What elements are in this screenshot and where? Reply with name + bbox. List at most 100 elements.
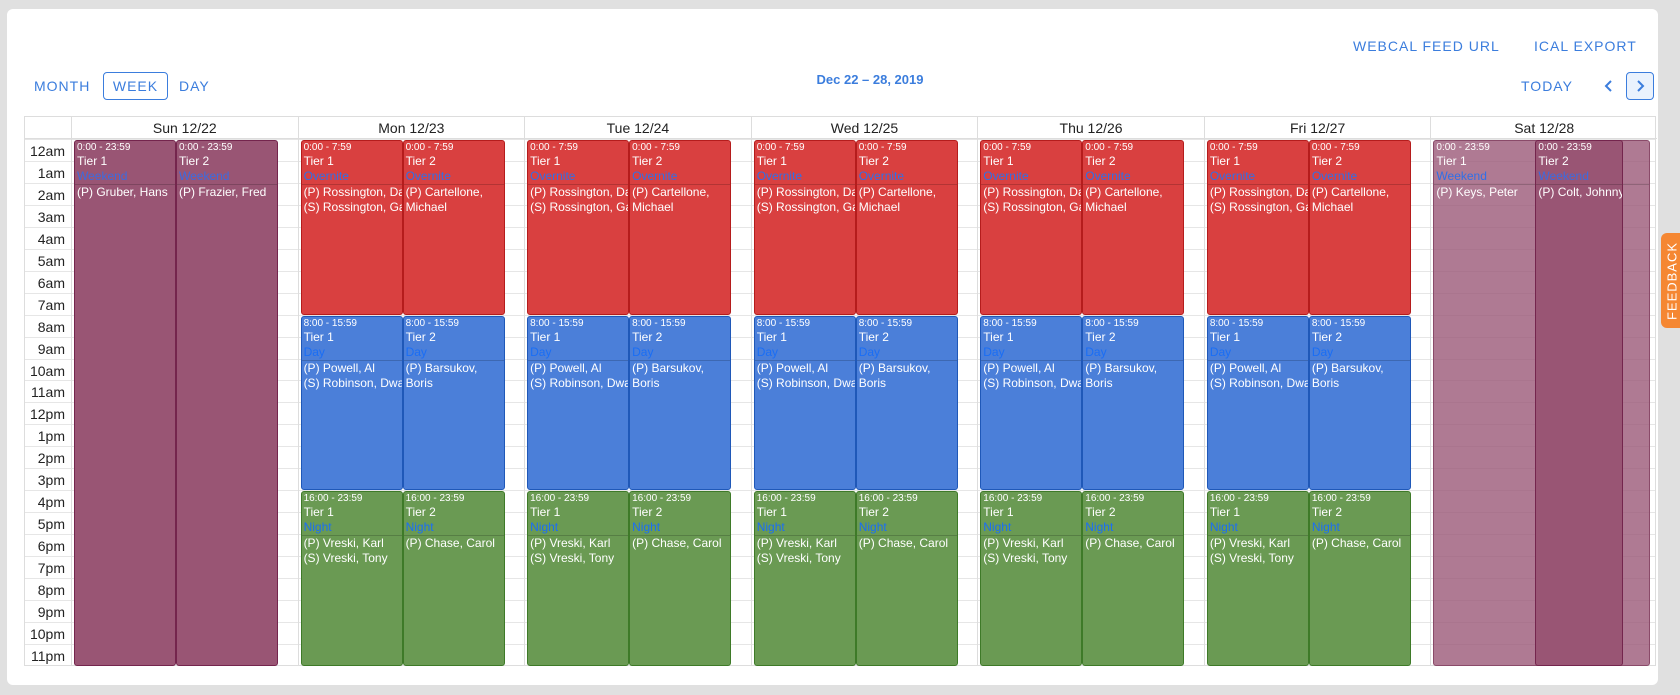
shift-event[interactable]: 8:00 - 15:59 Tier 2 Day (P) Barsukov, Boris [1308, 315, 1411, 491]
shift-people: (P) Barsukov, Boris [405, 360, 478, 390]
shift-people: (P) Vreski, Karl (S) Vreski, Tony [983, 536, 1068, 566]
shift-event[interactable]: 8:00 - 15:59 Tier 2 Day (P) Barsukov, Boris [402, 315, 505, 491]
shift-name: Overnite [1083, 168, 1184, 185]
shift-event[interactable]: 0:00 - 7:59 Tier 2 Overnite (P) Cartellone,… [1308, 140, 1411, 315]
shift-event[interactable]: 16:00 - 23:59 Tier 1 Night (P) Vreski, Karl… [980, 491, 1083, 666]
shift-event[interactable]: 0:00 - 7:59 Tier 1 Overnite (P) Rossington,… [1206, 140, 1309, 315]
shift-event[interactable]: 8:00 - 15:59 Tier 1 Day (P) Powell, Al (S) … [753, 315, 856, 491]
shift-event[interactable]: 0:00 - 7:59 Tier 1 Overnite (P) Rossington,… [980, 140, 1083, 315]
shift-event[interactable]: 16:00 - 23:59 Tier 1 Night (P) Vreski, Karl… [300, 491, 403, 666]
shift-event[interactable]: 0:00 - 7:59 Tier 2 Overnite (P) Cartellone,… [855, 140, 958, 315]
shift-people: (P) Rossington, Da (S) Rossington, Ga [983, 185, 1081, 214]
shift-tier: Tier 1 [756, 329, 787, 344]
shift-name: Day [754, 344, 855, 361]
time-label: 12pm [25, 402, 71, 424]
shift-event[interactable]: 0:00 - 7:59 Tier 2 Overnite (P) Cartellone,… [402, 140, 505, 315]
day-header: Tue 12/24 [524, 117, 751, 139]
shift-tier: Tier 2 [1085, 505, 1116, 520]
shift-event[interactable]: 8:00 - 15:59 Tier 2 Day (P) Barsukov, Boris [855, 315, 958, 491]
shift-tier: Tier 1 [1436, 154, 1467, 168]
header-corner [25, 117, 71, 139]
shift-event[interactable]: 0:00 - 7:59 Tier 2 Overnite (P) Cartellone,… [629, 140, 732, 315]
shift-event[interactable]: 0:00 - 7:59 Tier 1 Overnite (P) Rossington,… [527, 140, 630, 315]
time-label: 10pm [25, 621, 71, 644]
shift-time: 16:00 - 23:59 [756, 493, 816, 505]
shift-time: 16:00 - 23:59 [303, 493, 363, 505]
shift-tier: Tier 2 [405, 505, 436, 520]
shift-people: (P) Chase, Carol [632, 536, 722, 551]
shift-tier: Tier 2 [405, 154, 436, 168]
shift-tier: Tier 2 [1311, 505, 1343, 520]
view-week-button[interactable]: WEEK [103, 72, 168, 100]
shift-event[interactable]: 16:00 - 23:59 Tier 1 Night (P) Vreski, Karl… [1206, 491, 1309, 666]
shift-tier: Tier 1 [756, 505, 787, 520]
day-divider [1430, 117, 1432, 665]
shift-event[interactable]: 16:00 - 23:59 Tier 1 Night (P) Vreski, Karl… [753, 491, 856, 666]
shift-event[interactable]: 0:00 - 7:59 Tier 1 Overnite (P) Rossington,… [753, 140, 856, 315]
shift-tier: Tier 1 [983, 154, 1014, 168]
chevron-left-icon [1604, 80, 1612, 92]
shift-event[interactable]: 8:00 - 15:59 Tier 2 Day (P) Barsukov, Boris [629, 315, 732, 491]
shift-tier: Tier 1 [530, 154, 561, 168]
time-label: 9am [25, 336, 71, 359]
week-grid: Sun 12/22 Mon 12/23 Tue 12/24 Wed 12/25 Thu … [24, 116, 1657, 666]
day-divider [524, 117, 526, 665]
shift-name: Night [856, 519, 957, 537]
shift-time: 16:00 - 23:59 [1085, 493, 1145, 505]
time-label: 4am [25, 226, 71, 249]
day-header: Wed 12/25 [750, 117, 978, 139]
shift-people: (P) Rossington, Da (S) Rossington, Ga [303, 185, 402, 214]
shift-event[interactable]: 8:00 - 15:59 Tier 1 Day (P) Powell, Al (S) … [527, 315, 630, 491]
shift-people: (P) Powell, Al (S) Robinson, Dwa [530, 360, 628, 390]
shift-event[interactable]: 16:00 - 23:59 Tier 2 Night (P) Chase, Carol [1308, 491, 1411, 666]
ical-export-link[interactable]: ICAL EXPORT [1534, 38, 1637, 54]
shift-tier: Tier 1 [77, 154, 108, 168]
shift-event[interactable]: 8:00 - 15:59 Tier 1 Day (P) Powell, Al (S) … [1206, 315, 1309, 491]
view-day-button[interactable]: DAY [179, 78, 210, 94]
shift-event[interactable]: 8:00 - 15:59 Tier 1 Day (P) Powell, Al (S) … [980, 315, 1083, 491]
shift-event[interactable]: 16:00 - 23:59 Tier 1 Night (P) Vreski, Karl… [527, 491, 630, 666]
shift-event[interactable]: 16:00 - 23:59 Tier 2 Night (P) Chase, Carol [629, 491, 732, 666]
view-month-button[interactable]: MONTH [34, 78, 91, 94]
shift-name: Night [301, 519, 402, 537]
shift-people: (P) Rossington, Da (S) Rossington, Ga [530, 185, 628, 214]
shift-event[interactable]: 0:00 - 23:59 Tier 2 Weekend (P) Colt, Johnn… [1535, 140, 1624, 666]
shift-event[interactable]: 8:00 - 15:59 Tier 2 Day (P) Barsukov, Boris [1082, 315, 1185, 491]
shift-time: 8:00 - 15:59 [983, 317, 1037, 329]
shift-time: 0:00 - 7:59 [303, 142, 352, 153]
shift-time: 0:00 - 7:59 [1209, 142, 1258, 153]
shift-event[interactable]: 16:00 - 23:59 Tier 2 Night (P) Chase, Carol [855, 491, 958, 666]
shift-tier: Tier 2 [632, 154, 663, 168]
today-button[interactable]: TODAY [1521, 78, 1573, 94]
shift-event[interactable]: 0:00 - 23:59 Tier 1 Weekend (P) Gruber, Han… [74, 140, 176, 666]
chevron-right-icon [1637, 80, 1645, 92]
shift-name: Overnite [301, 168, 402, 185]
day-header: Fri 12/27 [1203, 117, 1431, 139]
shift-event[interactable]: 0:00 - 23:59 Tier 2 Weekend (P) Frazier, Fr… [176, 140, 278, 666]
shift-name: Day [981, 344, 1082, 361]
shift-people: (P) Frazier, Fred [179, 185, 267, 199]
shift-tier: Tier 1 [983, 329, 1014, 344]
time-label: 8pm [25, 578, 71, 600]
shift-event[interactable]: 0:00 - 7:59 Tier 2 Overnite (P) Cartellone,… [1082, 140, 1185, 315]
shift-name: Overnite [981, 168, 1082, 185]
shift-people: (P) Vreski, Karl (S) Vreski, Tony [756, 536, 841, 566]
time-label: 11am [25, 380, 71, 402]
time-label: 4pm [25, 490, 71, 512]
prev-week-button[interactable] [1595, 72, 1623, 100]
webcal-feed-url-link[interactable]: WEBCAL FEED URL [1353, 38, 1500, 54]
feedback-tab[interactable]: FEEDBACK [1661, 233, 1680, 328]
shift-tier: Tier 2 [1311, 154, 1343, 168]
shift-name: Overnite [754, 168, 855, 185]
next-week-button[interactable] [1626, 72, 1654, 100]
shift-people: (P) Vreski, Karl (S) Vreski, Tony [1209, 536, 1294, 566]
shift-event[interactable]: 8:00 - 15:59 Tier 1 Day (P) Powell, Al (S) … [300, 315, 403, 491]
shift-time: 0:00 - 7:59 [858, 142, 907, 153]
shift-event[interactable]: 0:00 - 7:59 Tier 1 Overnite (P) Rossington,… [300, 140, 403, 315]
shift-name: Overnite [1207, 168, 1308, 185]
day-header: Sun 12/22 [71, 117, 298, 139]
shift-tier: Tier 1 [530, 329, 561, 344]
shift-people: (P) Rossington, Da (S) Rossington, Ga [756, 185, 855, 214]
shift-event[interactable]: 16:00 - 23:59 Tier 2 Night (P) Chase, Carol [402, 491, 505, 666]
shift-event[interactable]: 16:00 - 23:59 Tier 2 Night (P) Chase, Carol [1082, 491, 1185, 666]
